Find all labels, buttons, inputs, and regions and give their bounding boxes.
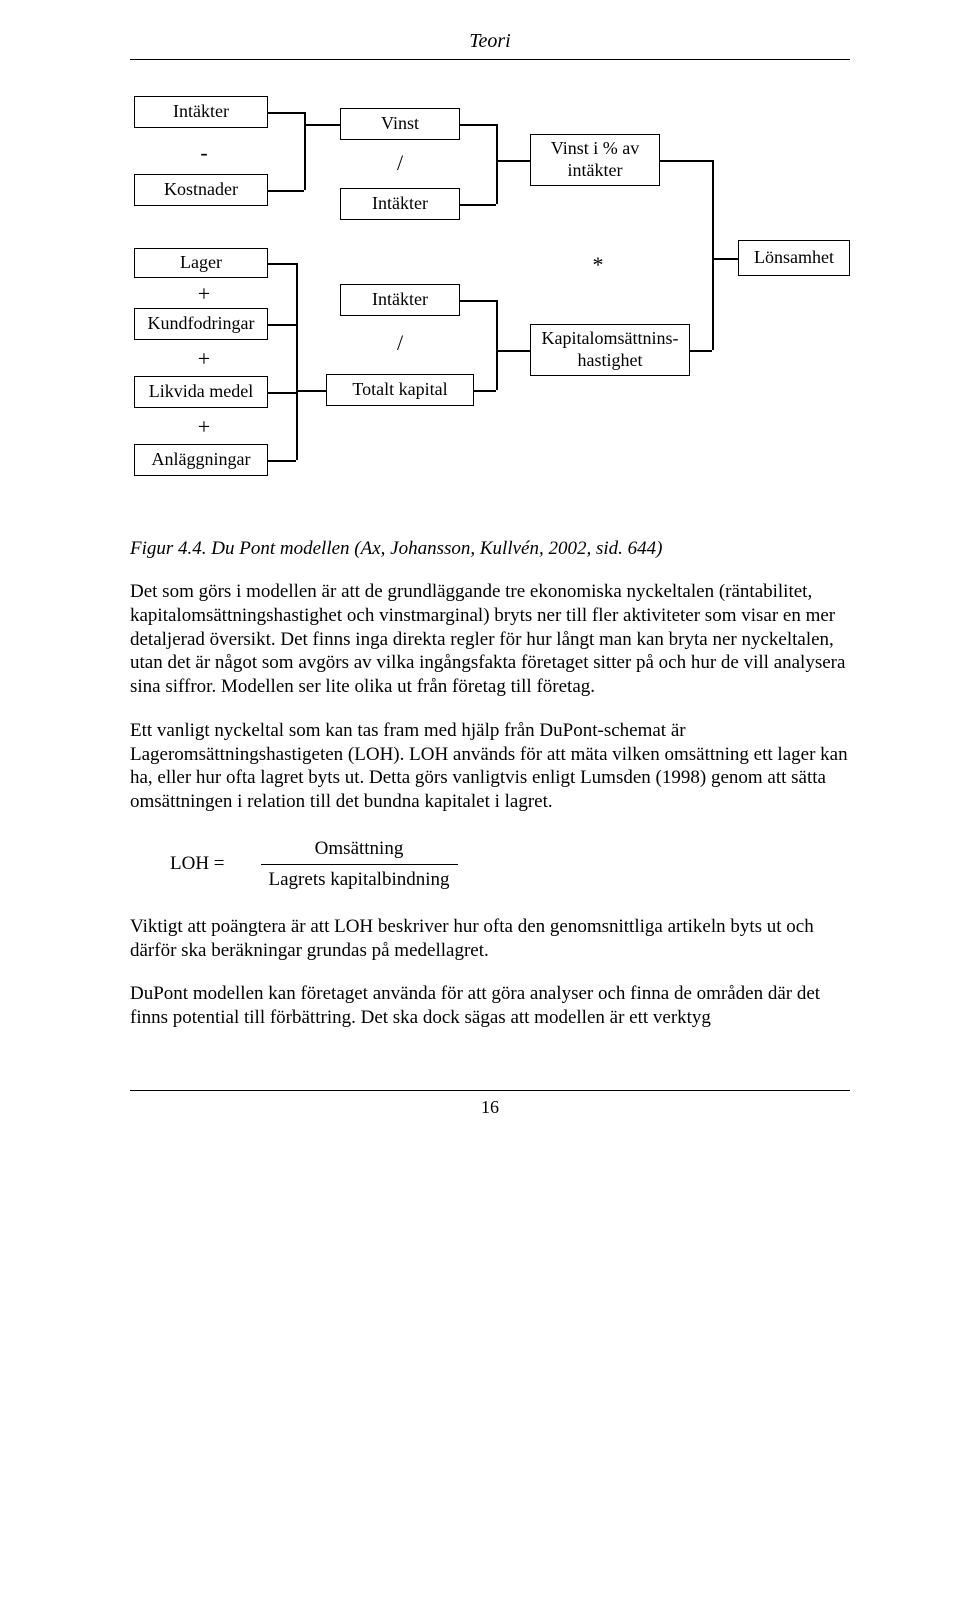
page-footer: 16: [130, 1090, 850, 1118]
diagram-box-vinst: Vinst: [340, 108, 460, 140]
diagram-connector: [712, 160, 714, 350]
diagram-connector: [268, 112, 304, 114]
diagram-box-kundfodringar: Kundfodringar: [134, 308, 268, 340]
diagram-box-intakter1: Intäkter: [134, 96, 268, 128]
diagram-op-plus3: +: [194, 414, 214, 440]
formula-numerator: Omsättning: [261, 838, 458, 864]
diagram-connector: [660, 160, 712, 162]
diagram-connector: [268, 263, 296, 265]
diagram-connector: [496, 160, 530, 162]
diagram-connector: [268, 392, 296, 394]
diagram-connector: [268, 324, 296, 326]
diagram-op-div2: /: [390, 330, 410, 356]
diagram-connector: [712, 258, 738, 260]
diagram-op-plus1: +: [194, 281, 214, 307]
diagram-connector: [496, 350, 530, 352]
diagram-box-intakter3: Intäkter: [340, 284, 460, 316]
page-number: 16: [130, 1097, 850, 1118]
formula-lhs: LOH =: [170, 853, 225, 875]
diagram-box-likvida: Likvida medel: [134, 376, 268, 408]
diagram-connector: [268, 460, 296, 462]
paragraph-4: DuPont modellen kan företaget använda fö…: [130, 982, 850, 1030]
diagram-box-intakter2: Intäkter: [340, 188, 460, 220]
page: Teori Intäkter Kostnader Lager Kundfodringa…: [0, 0, 960, 1158]
diagram-box-vinstpct: Vinst i % avintäkter: [530, 134, 660, 186]
diagram-box-anlaggningar: Anläggningar: [134, 444, 268, 476]
diagram-box-totalt: Totalt kapital: [326, 374, 474, 406]
diagram-connector: [690, 350, 712, 352]
diagram-connector: [496, 124, 498, 204]
diagram-op-plus2: +: [194, 346, 214, 372]
diagram-connector: [460, 204, 496, 206]
formula-fraction: Omsättning Lagrets kapitalbindning: [261, 838, 458, 891]
diagram-connector: [304, 124, 340, 126]
dupont-diagram: Intäkter Kostnader Lager Kundfodringar Likvi…: [130, 88, 850, 508]
diagram-connector: [496, 300, 498, 390]
header-rule: [130, 59, 850, 60]
diagram-box-lonsamhet: Lönsamhet: [738, 240, 850, 276]
diagram-connector: [296, 263, 298, 460]
diagram-connector: [460, 300, 496, 302]
formula-denominator: Lagrets kapitalbindning: [261, 864, 458, 891]
diagram-op-star: *: [588, 252, 608, 278]
diagram-connector: [268, 190, 304, 192]
diagram-connector: [296, 390, 326, 392]
figure-caption: Figur 4.4. Du Pont modellen (Ax, Johanss…: [130, 538, 850, 560]
paragraph-1: Det som görs i modellen är att de grundl…: [130, 580, 850, 699]
paragraph-2: Ett vanligt nyckeltal som kan tas fram m…: [130, 719, 850, 814]
diagram-op-div1: /: [390, 150, 410, 176]
diagram-connector: [460, 124, 496, 126]
diagram-connector: [474, 390, 496, 392]
footer-rule: [130, 1090, 850, 1091]
paragraph-3: Viktigt att poängtera är att LOH beskriv…: [130, 915, 850, 963]
page-header-title: Teori: [130, 30, 850, 53]
diagram-op-minus: -: [194, 140, 214, 166]
diagram-box-kostnader: Kostnader: [134, 174, 268, 206]
diagram-box-lager: Lager: [134, 248, 268, 278]
loh-formula: LOH = Omsättning Lagrets kapitalbindning: [170, 838, 850, 891]
diagram-box-kapoms: Kapitalomsättnins-hastighet: [530, 324, 690, 376]
